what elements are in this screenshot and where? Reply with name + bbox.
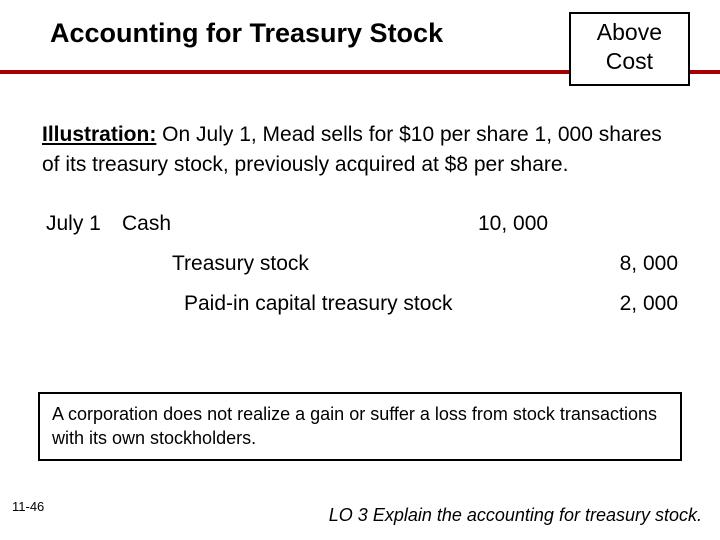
slide-title: Accounting for Treasury Stock xyxy=(50,18,569,86)
illustration-label: Illustration: xyxy=(42,123,156,146)
journal-date: July 1 xyxy=(42,204,122,244)
slide-content: Illustration: On July 1, Mead sells for … xyxy=(0,86,720,325)
journal-account: Paid-in capital treasury stock xyxy=(122,284,478,324)
journal-row: July 1 Cash 10, 000 xyxy=(42,204,678,244)
journal-credit: 2, 000 xyxy=(588,284,678,324)
learning-objective: LO 3 Explain the accounting for treasury… xyxy=(329,505,702,526)
journal-account: Cash xyxy=(122,204,478,244)
note-text: A corporation does not realize a gain or… xyxy=(52,404,657,448)
page-number: 11-46 xyxy=(12,499,44,514)
slide-header: Accounting for Treasury Stock Above Cost xyxy=(0,0,720,86)
journal-debit: 10, 000 xyxy=(478,204,588,244)
journal-account: Treasury stock xyxy=(122,244,478,284)
badge-line1: Above xyxy=(597,18,662,47)
illustration-text: Illustration: On July 1, Mead sells for … xyxy=(42,120,678,181)
journal-row: Paid-in capital treasury stock 2, 000 xyxy=(42,284,678,324)
note-box: A corporation does not realize a gain or… xyxy=(38,392,682,461)
badge-line2: Cost xyxy=(597,47,662,76)
journal-entry: July 1 Cash 10, 000 Treasury stock 8, 00… xyxy=(42,204,678,324)
header-badge: Above Cost xyxy=(569,12,690,86)
journal-row: Treasury stock 8, 000 xyxy=(42,244,678,284)
journal-credit: 8, 000 xyxy=(588,244,678,284)
